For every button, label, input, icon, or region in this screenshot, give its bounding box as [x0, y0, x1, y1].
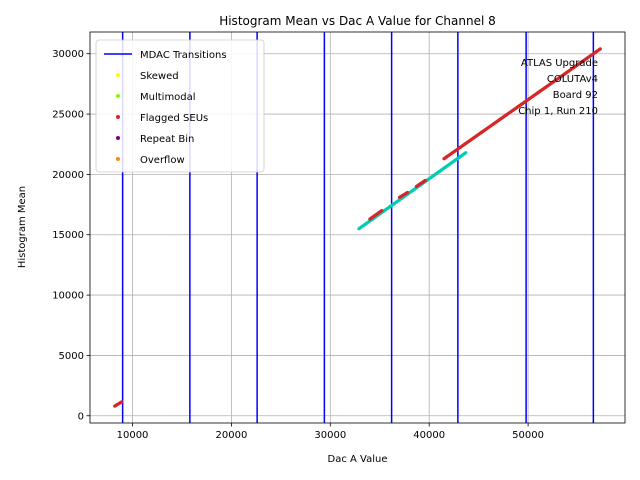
- legend-label-overflow: Overflow: [140, 155, 185, 166]
- data-points: [113, 47, 602, 408]
- legend-frame: [95, 39, 265, 173]
- legend-swatch-flagged-seus: [116, 115, 120, 119]
- x-axis-ticks: 10000 20000 30000 40000 50000: [117, 423, 544, 441]
- legend-label-multimodal: Multimodal: [140, 92, 196, 103]
- legend-swatch-multimodal: [116, 94, 120, 98]
- annotation-line-1: ATLAS Upgrade: [521, 58, 598, 69]
- y-tick-label: 30000: [52, 49, 84, 60]
- y-tick-label: 20000: [52, 170, 84, 181]
- annotation-box: ATLAS Upgrade COLUTAv4 Board 92 Chip 1, …: [518, 58, 598, 117]
- y-tick-label: 10000: [52, 291, 84, 302]
- x-axis-label: Dac A Value: [328, 454, 388, 465]
- plot-frame: [89, 31, 626, 424]
- legend-label-repeat-bin: Repeat Bin: [140, 134, 194, 145]
- y-tick-label: 25000: [52, 110, 84, 121]
- legend-swatch-overflow: [116, 157, 120, 161]
- data-point: [464, 151, 468, 155]
- y-tick-label: 5000: [59, 351, 84, 362]
- legend-label-skewed: Skewed: [140, 71, 179, 82]
- chart-title: Histogram Mean vs Dac A Value for Channe…: [219, 14, 496, 28]
- grid: [90, 32, 625, 423]
- legend: MDAC Transitions Skewed Multimodal Flagg…: [95, 39, 265, 173]
- x-tick-label: 10000: [117, 430, 149, 441]
- y-axis-label: Histogram Mean: [17, 186, 28, 268]
- x-tick-label: 40000: [413, 430, 445, 441]
- legend-label-flagged-seus: Flagged SEUs: [140, 113, 208, 124]
- data-point: [423, 178, 427, 183]
- legend-label-mdac: MDAC Transitions: [140, 50, 227, 61]
- x-tick-label: 30000: [314, 430, 346, 441]
- x-tick-label: 20000: [216, 430, 248, 441]
- legend-swatch-skewed: [116, 73, 120, 77]
- y-tick-label: 0: [78, 411, 84, 422]
- data-point: [120, 400, 124, 404]
- legend-swatch-repeat-bin: [116, 136, 120, 140]
- y-tick-label: 15000: [52, 230, 84, 241]
- data-point: [380, 209, 384, 213]
- y-axis-ticks: 0 5000 10000 15000 20000 25000 30000: [52, 49, 90, 422]
- data-point: [405, 190, 410, 195]
- x-tick-label: 50000: [512, 430, 544, 441]
- annotation-line-3: Board 92: [553, 90, 598, 101]
- annotation-line-4: Chip 1, Run 210: [518, 106, 598, 117]
- data-point: [598, 47, 602, 51]
- annotation-line-2: COLUTAv4: [547, 74, 598, 85]
